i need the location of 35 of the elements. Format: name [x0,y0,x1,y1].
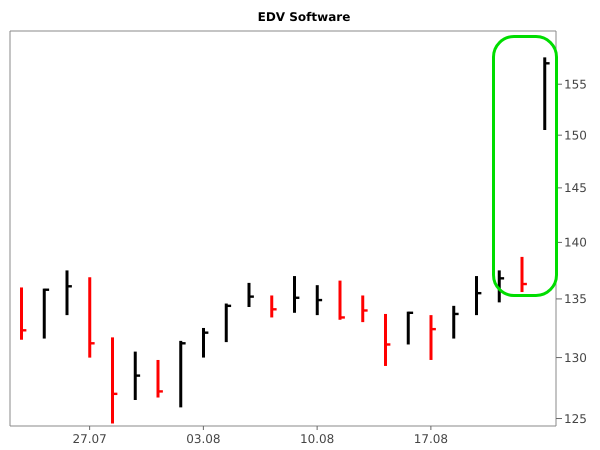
y-tick-label: 155 [564,77,587,92]
bar [520,256,524,292]
x-tick-label: 27.07 [72,432,107,446]
bar [66,270,68,316]
bar [202,328,205,358]
bar [316,285,319,316]
y-tick-label: 135 [564,292,587,306]
y-tick-label: 140 [564,236,587,250]
x-tick-label: 17.08 [414,432,448,446]
bar [20,287,23,340]
bar [293,276,296,313]
bar [406,312,410,344]
bar [179,340,182,408]
bar [156,360,160,398]
bar [224,304,228,342]
x-tick-label: 10.08 [300,432,334,446]
bar [384,314,387,366]
bar [134,352,137,400]
bar [88,277,92,358]
y-tick-label: 130 [564,350,587,365]
bar [430,315,432,360]
bar [111,337,114,424]
bar [361,295,364,322]
bar [543,57,546,130]
bar [475,276,478,316]
bar [42,288,46,339]
bar [338,280,342,320]
chart-title: EDV Software [256,9,352,26]
bar [452,306,456,339]
y-tick-label: 125 [564,412,587,426]
y-tick-label: 145 [564,181,587,196]
bar [270,295,274,318]
y-tick-label: 150 [564,128,587,142]
x-tick-label: 03.08 [186,432,221,446]
bar [248,282,250,307]
